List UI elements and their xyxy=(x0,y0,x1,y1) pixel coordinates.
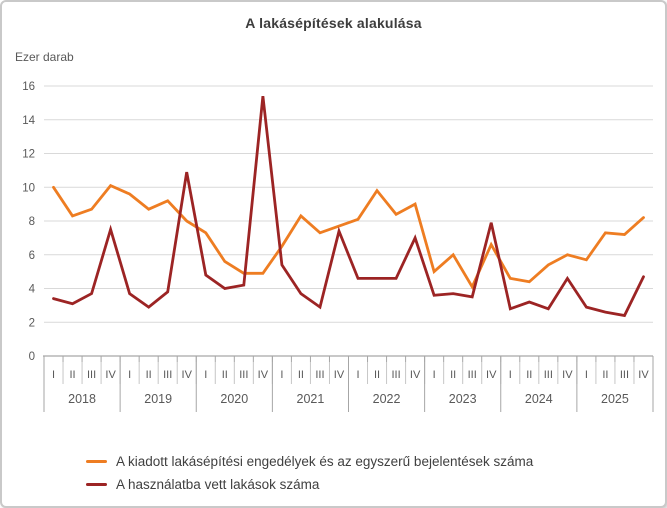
year-label: 2019 xyxy=(144,392,172,406)
legend-marker-permits xyxy=(86,459,107,463)
quarter-label: III xyxy=(163,369,172,381)
permits-series-line xyxy=(52,183,645,290)
year-label: 2022 xyxy=(373,392,401,406)
quarter-label: III xyxy=(239,369,248,381)
quarter-label: IV xyxy=(410,369,421,381)
quarter-label: IV xyxy=(562,369,573,381)
quarter-label: I xyxy=(356,369,359,381)
y-tick-label: 14 xyxy=(22,115,35,127)
y-tick-label: 4 xyxy=(29,284,36,296)
quarter-label: II xyxy=(374,369,380,381)
year-label: 2024 xyxy=(525,392,553,406)
y-tick-label: 6 xyxy=(29,250,35,262)
y-tick-label: 12 xyxy=(22,149,35,161)
quarter-label: I xyxy=(433,369,436,381)
year-label: 2025 xyxy=(601,392,629,406)
legend: A kiadott lakásépítési engedélyek és az … xyxy=(86,450,533,495)
quarter-label: III xyxy=(468,369,477,381)
quarter-label: III xyxy=(544,369,553,381)
quarter-label: III xyxy=(315,369,324,381)
quarter-label: I xyxy=(128,369,131,381)
quarter-label: II xyxy=(298,369,304,381)
quarter-label: II xyxy=(222,369,228,381)
quarter-label: III xyxy=(87,369,96,381)
quarter-label: II xyxy=(450,369,456,381)
year-label: 2023 xyxy=(449,392,477,406)
quarter-label: IV xyxy=(486,369,497,381)
quarter-label: I xyxy=(585,369,588,381)
y-tick-label: 10 xyxy=(22,182,35,194)
y-tick-label: 8 xyxy=(29,216,35,228)
quarter-label: II xyxy=(526,369,532,381)
legend-label-completions: A használatba vett lakások száma xyxy=(116,476,320,492)
legend-item-completions: A használatba vett lakások száma xyxy=(86,473,533,495)
y-tick-label: 0 xyxy=(29,351,35,363)
quarter-label: II xyxy=(146,369,152,381)
quarter-label: I xyxy=(509,369,512,381)
quarter-label: III xyxy=(391,369,400,381)
year-label: 2018 xyxy=(68,392,96,406)
quarter-label: II xyxy=(69,369,75,381)
quarter-label: II xyxy=(602,369,608,381)
quarter-label: III xyxy=(620,369,629,381)
completions-series-line xyxy=(52,95,645,318)
quarter-label: IV xyxy=(105,369,116,381)
quarter-label: I xyxy=(280,369,283,381)
legend-label-permits: A kiadott lakásépítési engedélyek és az … xyxy=(116,453,534,469)
y-tick-label: 16 xyxy=(22,81,35,93)
year-label: 2020 xyxy=(220,392,248,406)
y-tick-label: 2 xyxy=(29,317,35,329)
year-label: 2021 xyxy=(297,392,325,406)
legend-marker-completions xyxy=(86,482,107,486)
quarter-label: I xyxy=(52,369,55,381)
quarter-label: IV xyxy=(258,369,269,381)
quarter-label: I xyxy=(204,369,207,381)
quarter-label: IV xyxy=(638,369,649,381)
chart-title: A lakásépítések alakulása xyxy=(245,15,422,31)
y-axis-unit-label: Ezer darab xyxy=(15,50,74,64)
legend-item-permits: A kiadott lakásépítési engedélyek és az … xyxy=(86,450,533,472)
quarter-label: IV xyxy=(334,369,345,381)
quarter-label: IV xyxy=(182,369,193,381)
